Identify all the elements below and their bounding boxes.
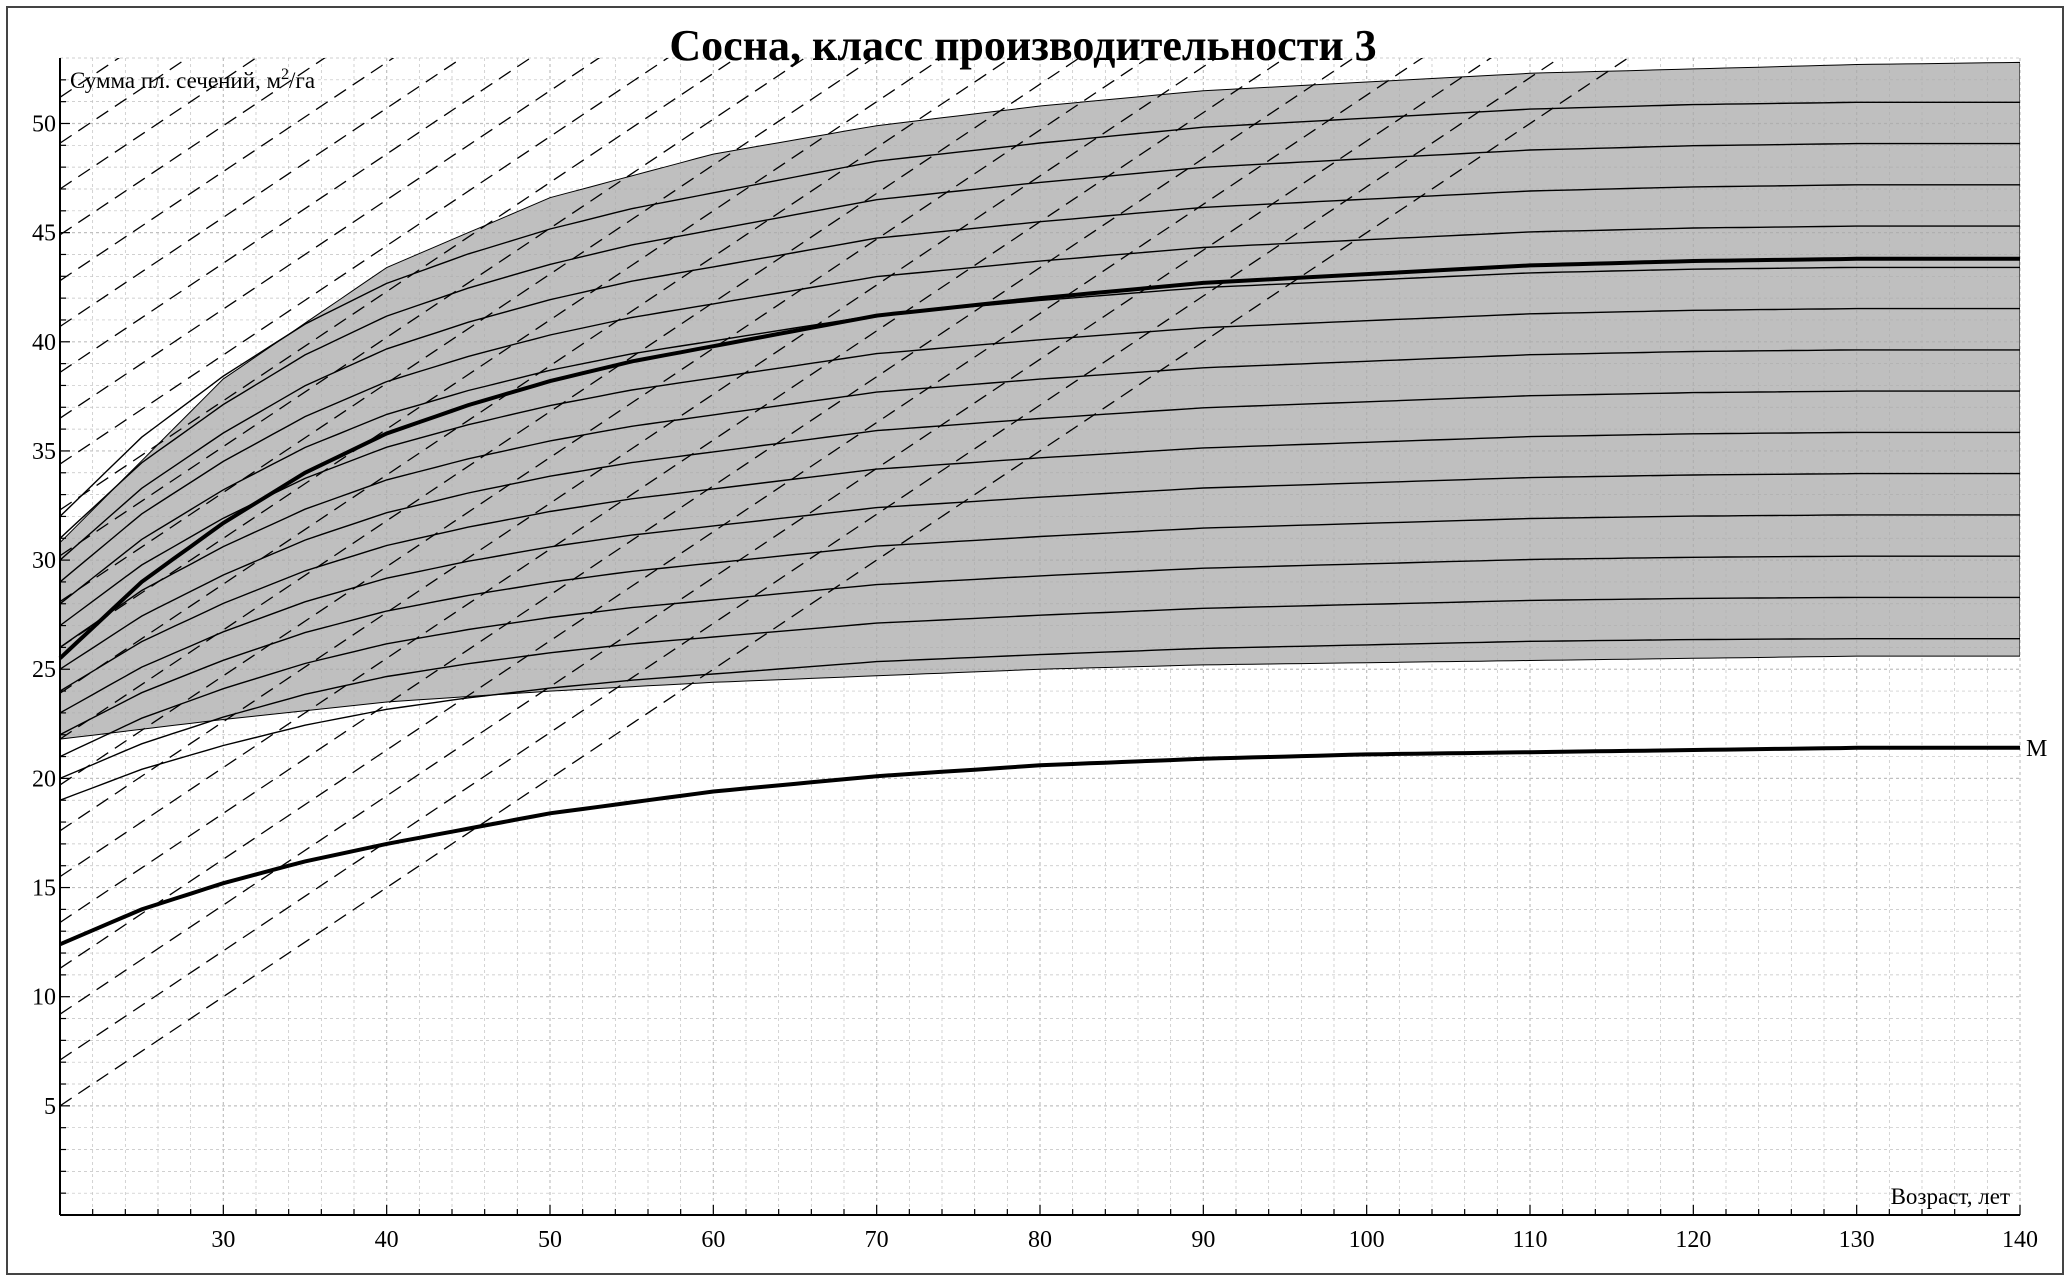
x-tick-label: 120 [1675, 1227, 1711, 1253]
family-curve [60, 555, 2020, 758]
x-tick-label: 60 [701, 1227, 725, 1253]
y-tick-label: 10 [32, 985, 56, 1011]
dashed-line [60, 58, 1492, 1015]
family-curve [60, 225, 2020, 583]
family-curve [60, 472, 2020, 714]
y-tick-label: 15 [32, 876, 56, 902]
dashed-line [60, 58, 1218, 832]
dashed-line [60, 0, 2020, 6]
y-tick-label: 45 [32, 221, 56, 247]
y-tick-label: 20 [32, 766, 56, 792]
chart-title: Сосна, класс производительности 3 [669, 21, 1376, 70]
y-tick-label: 5 [44, 1094, 56, 1120]
x-tick-label: 110 [1512, 1227, 1547, 1253]
y-tick-label: 25 [32, 657, 56, 683]
series-label-m: М [2026, 736, 2047, 762]
curve-family-layer [60, 101, 2020, 801]
x-tick-label: 50 [538, 1227, 562, 1253]
family-curve [60, 514, 2020, 736]
family-curve [60, 596, 2020, 780]
series-line-m [59, 745, 2020, 947]
family-curve [60, 142, 2020, 539]
y-axis-label-prefix: Сумма пл. сечений, м [70, 68, 281, 93]
family-curve [60, 101, 2020, 517]
dashed-line [60, 58, 1081, 740]
dashed-line [60, 58, 1355, 924]
family-curve [60, 390, 2020, 670]
y-axis-label-suffix: /га [289, 68, 315, 93]
x-tick-label: 90 [1191, 1227, 1215, 1253]
x-tick-label: 130 [1839, 1227, 1875, 1253]
family-curve [60, 184, 2020, 561]
x-axis-label: Возраст, лет [1891, 1184, 2010, 1209]
family-curve [60, 638, 2020, 801]
x-tick-label: 40 [375, 1227, 399, 1253]
band-layer [60, 61, 2020, 740]
y-tick-label: 30 [32, 548, 56, 574]
family-curve [60, 431, 2020, 692]
y-tick-label: 50 [32, 111, 56, 137]
family-curve [60, 349, 2020, 648]
y-tick-label: 35 [32, 439, 56, 465]
axis-layer: 30 40 50 60 70 80 90 100 110 120 130 140 5 10 15 20 25 30… [32, 58, 2038, 1253]
series-layer: М [58, 256, 2047, 947]
x-tick-label: 140 [2002, 1227, 2038, 1253]
x-tick-label: 30 [211, 1227, 235, 1253]
x-tick-label: 100 [1349, 1227, 1385, 1253]
y-axis-label: Сумма пл. сечений, м2/га [70, 66, 315, 93]
shaded-band [60, 61, 2020, 740]
y-tick-label: 40 [32, 330, 56, 356]
dashed-line [60, 58, 1149, 786]
family-curve [60, 266, 2020, 605]
family-curve [60, 307, 2020, 627]
series-line-main [58, 256, 2020, 660]
dashed-line [60, 58, 1630, 1107]
dashed-line [60, 58, 1561, 1061]
y-axis-label-sup: 2 [281, 66, 289, 83]
x-tick-label: 70 [865, 1227, 889, 1253]
x-tick-label: 80 [1028, 1227, 1052, 1253]
dashed-line [60, 58, 1424, 969]
